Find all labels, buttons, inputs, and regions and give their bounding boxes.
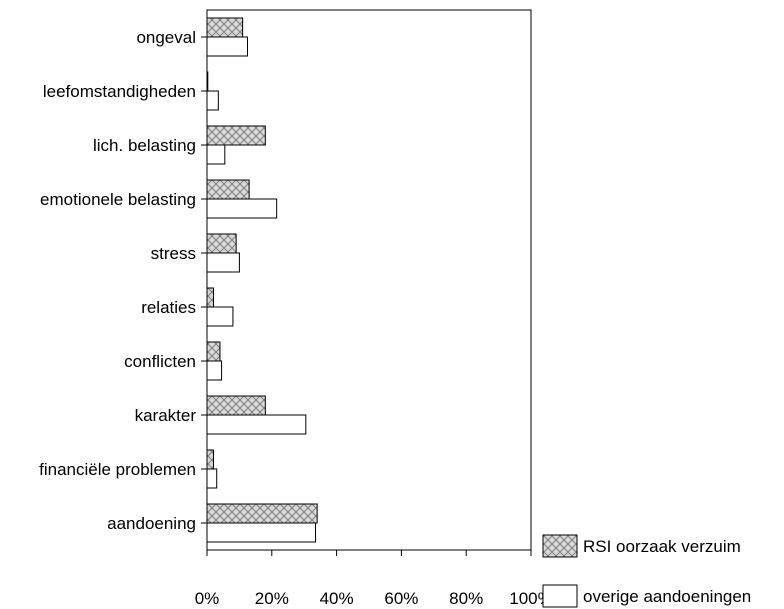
bar-overige-0 — [207, 37, 248, 56]
bar-rsi-0 — [207, 18, 243, 37]
bar-rsi-3 — [207, 180, 249, 199]
category-label-2: lich. belasting — [93, 136, 196, 155]
x-tick-label-3: 60% — [384, 589, 418, 608]
bar-overige-2 — [207, 145, 225, 164]
x-tick-label-2: 40% — [320, 589, 354, 608]
bar-overige-7 — [207, 415, 306, 434]
category-label-5: relaties — [141, 298, 196, 317]
bar-rsi-5 — [207, 288, 213, 307]
category-ticks — [201, 37, 207, 523]
x-axis-ticks — [207, 550, 531, 556]
bar-overige-8 — [207, 469, 217, 488]
legend: RSI oorzaak verzuim overige aandoeningen — [543, 535, 751, 607]
x-axis-tick-labels: 0% 20% 40% 60% 80% 100% — [195, 589, 553, 608]
bar-overige-5 — [207, 307, 233, 326]
bar-overige-3 — [207, 199, 277, 218]
category-label-3: emotionele belasting — [40, 190, 196, 209]
x-tick-label-1: 20% — [255, 589, 289, 608]
legend-swatch-overige — [543, 585, 577, 607]
bar-rsi-6 — [207, 342, 220, 361]
category-label-4: stress — [151, 244, 196, 263]
bar-overige-4 — [207, 253, 239, 272]
category-label-6: conflicten — [124, 352, 196, 371]
category-label-8: financiële problemen — [39, 460, 196, 479]
category-label-0: ongeval — [136, 28, 196, 47]
legend-label-overige: overige aandoeningen — [583, 587, 751, 606]
category-label-1: leefomstandigheden — [43, 82, 196, 101]
bar-overige-6 — [207, 361, 222, 380]
bar-rsi-4 — [207, 234, 236, 253]
bar-rsi-8 — [207, 450, 213, 469]
bar-rsi-7 — [207, 396, 265, 415]
category-labels: ongeval leefomstandigheden lich. belasting… — [39, 28, 196, 533]
bar-overige-9 — [207, 523, 316, 542]
bar-overige-1 — [207, 91, 218, 110]
bar-rsi-9 — [207, 504, 317, 523]
category-label-9: aandoening — [107, 514, 196, 533]
bar-rsi-2 — [207, 126, 265, 145]
plot-area — [207, 10, 531, 550]
x-tick-label-4: 80% — [449, 589, 483, 608]
legend-swatch-rsi — [543, 535, 577, 557]
category-label-7: karakter — [135, 406, 197, 425]
bar-rsi-1 — [207, 72, 208, 91]
legend-label-rsi: RSI oorzaak verzuim — [583, 537, 741, 556]
x-tick-label-0: 0% — [195, 589, 220, 608]
